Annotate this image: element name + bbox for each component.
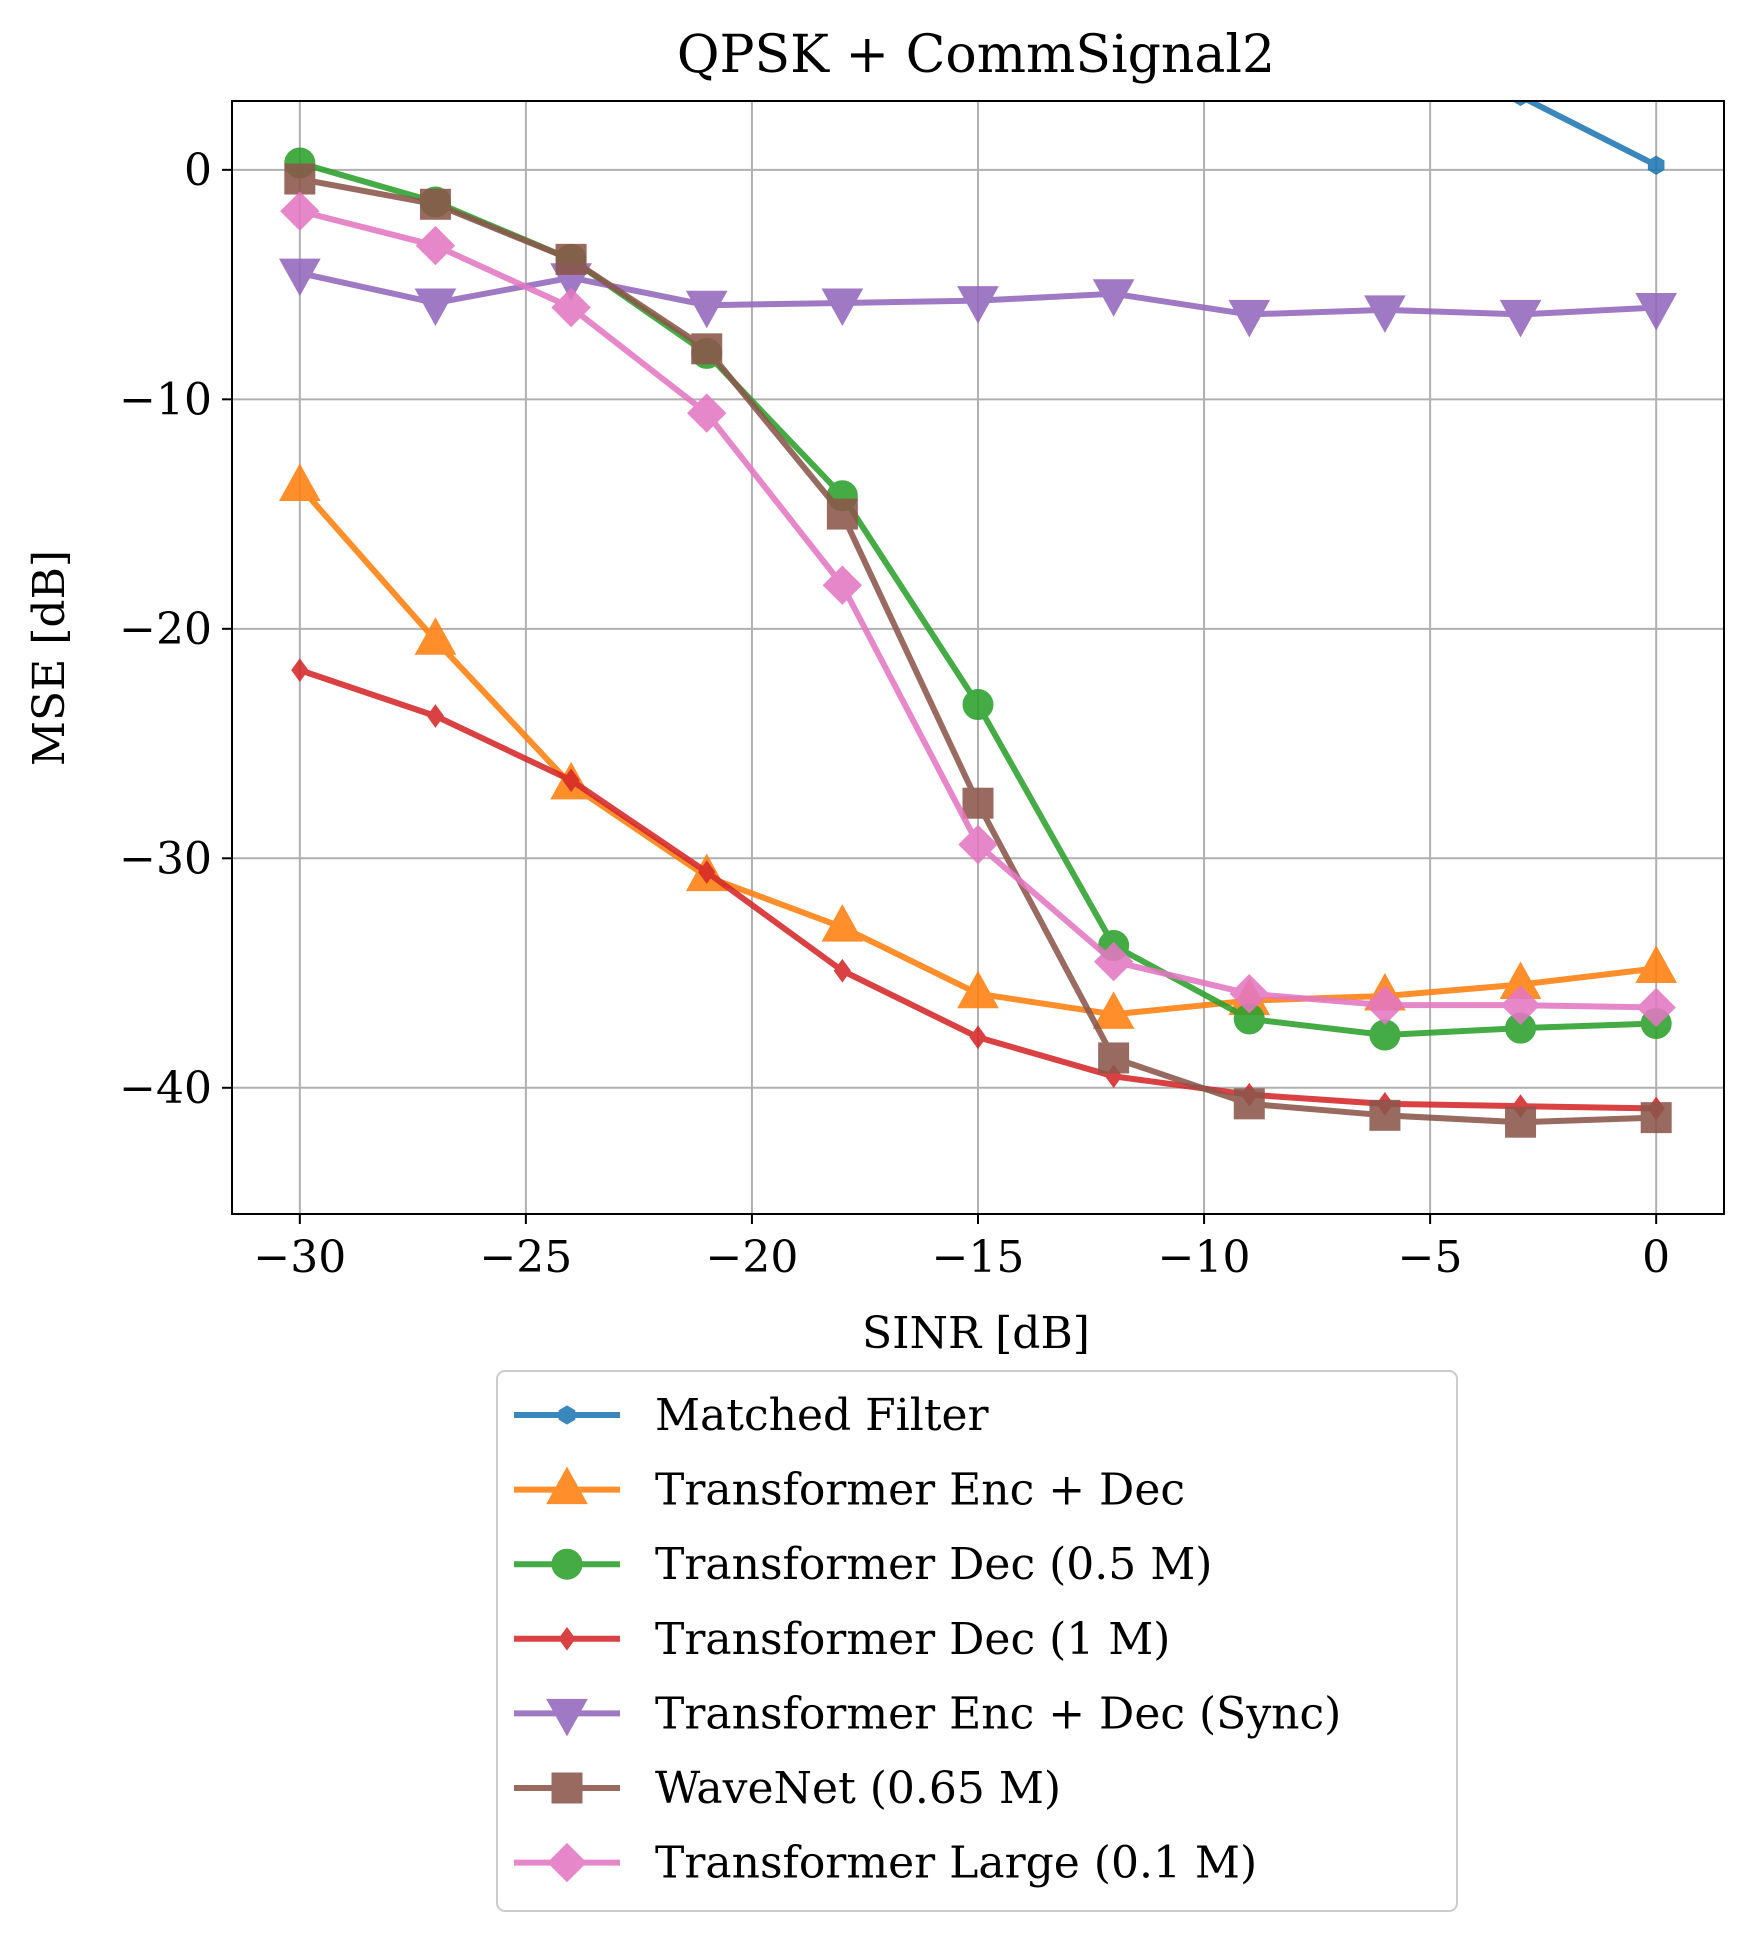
- data-point: [1500, 985, 1541, 1025]
- data-point: [687, 393, 727, 433]
- y-axis-label: MSE [dB]: [24, 550, 75, 766]
- data-point: [562, 768, 580, 793]
- series-6: [284, 163, 1672, 1138]
- chart-title: QPSK + CommSignal2: [677, 25, 1275, 85]
- legend-entry: [514, 1698, 620, 1737]
- legend-label: Transformer Enc + Dec: [655, 1465, 1185, 1516]
- legend-entry: [514, 1772, 620, 1804]
- data-point: [419, 188, 451, 220]
- data-point: [1098, 1042, 1130, 1074]
- data-point: [1365, 985, 1405, 1025]
- legend: Matched Filter Transformer Enc + Dec Trans…: [496, 1370, 1458, 1912]
- data-point: [1369, 1099, 1401, 1131]
- data-point: [833, 958, 851, 983]
- legend-label: WaveNet (0.65 M): [655, 1763, 1061, 1814]
- data-point: [278, 258, 321, 297]
- legend-swatch-marker: [558, 1405, 576, 1425]
- legend-entry: [514, 1466, 620, 1505]
- x-tick-label: −30: [253, 1232, 346, 1283]
- legend-swatch-marker: [558, 1626, 576, 1651]
- legend-swatch-marker: [551, 1772, 583, 1804]
- legend-box: [496, 1370, 1458, 1912]
- legend-swatch-marker: [546, 1698, 588, 1737]
- data-point: [685, 290, 728, 329]
- series-1: [1512, 101, 1665, 175]
- data-point: [826, 498, 858, 530]
- y-tick-label: −20: [119, 604, 212, 655]
- data-point: [698, 860, 716, 884]
- data-point: [555, 243, 587, 275]
- data-point: [821, 904, 864, 942]
- data-point: [1228, 299, 1271, 338]
- data-point: [1640, 1102, 1672, 1134]
- data-point: [957, 286, 999, 324]
- data-point: [1093, 941, 1134, 982]
- legend-label: Transformer Dec (0.5 M): [655, 1539, 1212, 1590]
- x-tick-label: −20: [706, 1232, 799, 1283]
- series-layer: [278, 101, 1678, 1138]
- data-point: [821, 288, 864, 326]
- data-point: [414, 288, 457, 326]
- x-tick-label: −5: [1398, 1232, 1463, 1283]
- data-point: [284, 163, 316, 195]
- legend-entry: [514, 1842, 620, 1883]
- data-point: [1635, 293, 1678, 331]
- data-point: [414, 617, 457, 655]
- data-point: [962, 787, 994, 819]
- legend-entry: [514, 1548, 620, 1580]
- series-line: [1522, 101, 1658, 168]
- data-point: [1364, 295, 1406, 333]
- data-point: [1647, 155, 1665, 175]
- legend-entry: [514, 1626, 620, 1651]
- data-point: [291, 658, 309, 682]
- data-point: [1635, 945, 1678, 983]
- y-tick-label: −10: [119, 374, 212, 425]
- data-point: [1636, 987, 1676, 1028]
- legend-swatch-marker: [547, 1842, 587, 1883]
- data-point: [278, 463, 321, 502]
- y-tick-label: 0: [184, 145, 212, 196]
- data-point: [551, 287, 591, 328]
- data-point: [822, 565, 863, 605]
- data-point: [969, 1025, 987, 1050]
- legend-swatch-marker: [546, 1466, 588, 1505]
- data-point: [426, 704, 445, 728]
- legend-label: Transformer Dec (1 M): [655, 1614, 1170, 1665]
- data-point: [1092, 991, 1135, 1029]
- axis-ticks: −30 −25 −20 −15 −10 −5 0 0 −10 −20 −30 −40: [119, 145, 1670, 1283]
- legend-label: Matched Filter: [655, 1390, 990, 1441]
- data-point: [958, 824, 998, 865]
- data-point: [957, 970, 999, 1009]
- data-point: [1229, 973, 1269, 1014]
- legend-entry: [514, 1405, 620, 1425]
- legend-label: Transformer Large (0.1 M): [655, 1838, 1257, 1889]
- data-point: [280, 191, 320, 231]
- data-point: [1512, 101, 1529, 106]
- data-point: [1505, 1106, 1537, 1138]
- x-tick-label: −10: [1158, 1232, 1251, 1283]
- data-point: [1499, 299, 1542, 338]
- data-point: [1233, 1088, 1265, 1120]
- series-7: [280, 191, 1676, 1028]
- x-axis-label: SINR [dB]: [862, 1308, 1090, 1359]
- data-point: [415, 225, 456, 266]
- x-tick-label: 0: [1642, 1232, 1670, 1283]
- x-tick-label: −15: [932, 1232, 1025, 1283]
- legend-swatch-marker: [551, 1548, 583, 1580]
- x-tick-label: −25: [479, 1232, 572, 1283]
- y-tick-label: −40: [119, 1063, 212, 1114]
- data-point: [1092, 279, 1135, 317]
- data-point: [962, 689, 994, 721]
- legend-label: Transformer Enc + Dec (Sync): [655, 1688, 1341, 1739]
- data-point: [691, 333, 723, 365]
- y-tick-label: −30: [119, 833, 212, 884]
